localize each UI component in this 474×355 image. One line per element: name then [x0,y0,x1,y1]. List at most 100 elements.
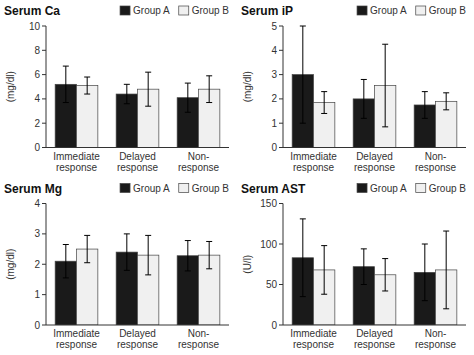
y-tick [279,26,283,27]
x-tick-label-line: Non- [188,328,210,339]
legend: Group AGroup B [120,5,229,16]
y-tick [42,74,46,75]
legend-label: Group A [370,183,407,194]
x-tick-label-line: response [178,339,220,350]
x-tick-label: Immediateresponse [53,328,100,350]
title: Serum Ca [4,4,60,18]
x-tick-label-line: response [117,339,159,350]
error-cap [206,268,212,269]
x-tick-label-line: response [415,339,457,350]
error-bar [126,234,127,270]
bars [55,66,220,147]
legend-swatch [357,6,367,15]
error-cap [145,106,151,107]
error-cap [84,235,90,236]
x-tick-label: Delayedresponse [354,328,396,350]
y-tick-label: 100 [260,239,277,250]
error-cap [300,218,306,219]
error-cap [145,72,151,73]
error-bar [65,66,66,102]
y-axis-line [46,26,47,148]
x-tick-label-line: response [117,162,159,173]
y-tick [42,203,46,204]
y-tick [279,284,283,285]
error-cap [300,296,306,297]
y-tick [279,325,283,326]
error-cap [443,109,449,110]
title: Serum iP [241,4,293,18]
y-tick-label: 4 [34,198,40,209]
error-bar [126,84,127,103]
y-tick [279,244,283,245]
y-tick [42,294,46,295]
y-tick-label: 0 [34,142,40,153]
y-axis-label: (mg/dl) [242,71,253,102]
x-tick-label: Immediateresponse [290,151,337,173]
x-tick-label: Non-response [415,151,457,173]
y-tick [279,203,283,204]
error-bar [187,83,188,112]
x-tick-label-line: Delayed [119,328,156,339]
y-tick-label: 2 [34,118,40,129]
legend-label: Group B [429,183,467,194]
x-tick-label-line: Immediate [290,328,337,339]
error-cap [124,84,130,85]
bar [77,86,98,148]
panel: 050100150(U/l)ImmediateresponseDelayedre… [241,182,466,351]
y-tick-label: 0 [34,320,40,331]
y-tick-label: 0 [271,320,277,331]
error-bar [363,79,364,118]
x-tick-label-line: response [354,162,396,173]
error-cap [422,91,428,92]
y-tick [42,325,46,326]
error-cap [84,94,90,95]
title: Serum AST [241,182,306,196]
y-tick [42,123,46,124]
legend-label: Group B [192,183,230,194]
error-bar [424,92,425,119]
y-tick-label: 4 [271,45,277,56]
legend-swatch [416,184,426,193]
error-bar [363,249,364,285]
error-bar [302,219,303,297]
bars [292,219,457,325]
x-tick-label-line: response [293,162,335,173]
error-bar [424,244,425,301]
error-cap [300,26,306,27]
error-cap [321,113,327,114]
y-tick [42,98,46,99]
error-bar [446,93,447,110]
error-bar [302,26,303,123]
legend-label: Group A [133,5,170,16]
error-cap [382,44,388,45]
title: Serum Mg [4,182,62,196]
error-bar [87,77,88,94]
error-cap [443,231,449,232]
legend-swatch [120,6,130,15]
y-tick [279,98,283,99]
error-cap [443,92,449,93]
error-bar [385,259,386,291]
error-bar [324,246,325,295]
y-tick [42,26,46,27]
x-tick-label-line: Immediate [53,328,100,339]
y-tick-label: 5 [271,21,277,32]
y-tick-label: 1 [34,289,40,300]
y-axis-line [46,204,47,326]
legend-label: Group A [133,183,170,194]
y-tick [42,147,46,148]
y-axis-line [283,26,284,148]
x-tick-label-line: Immediate [290,151,337,162]
y-tick-label: 3 [271,69,277,80]
error-cap [382,290,388,291]
y-tick-label: 50 [266,279,278,290]
error-cap [422,118,428,119]
error-cap [84,77,90,78]
bars [292,26,457,148]
error-cap [185,240,191,241]
x-tick-label-line: response [354,339,396,350]
error-bar [324,92,325,114]
error-cap [145,235,151,236]
error-cap [124,103,130,104]
y-tick [42,50,46,51]
